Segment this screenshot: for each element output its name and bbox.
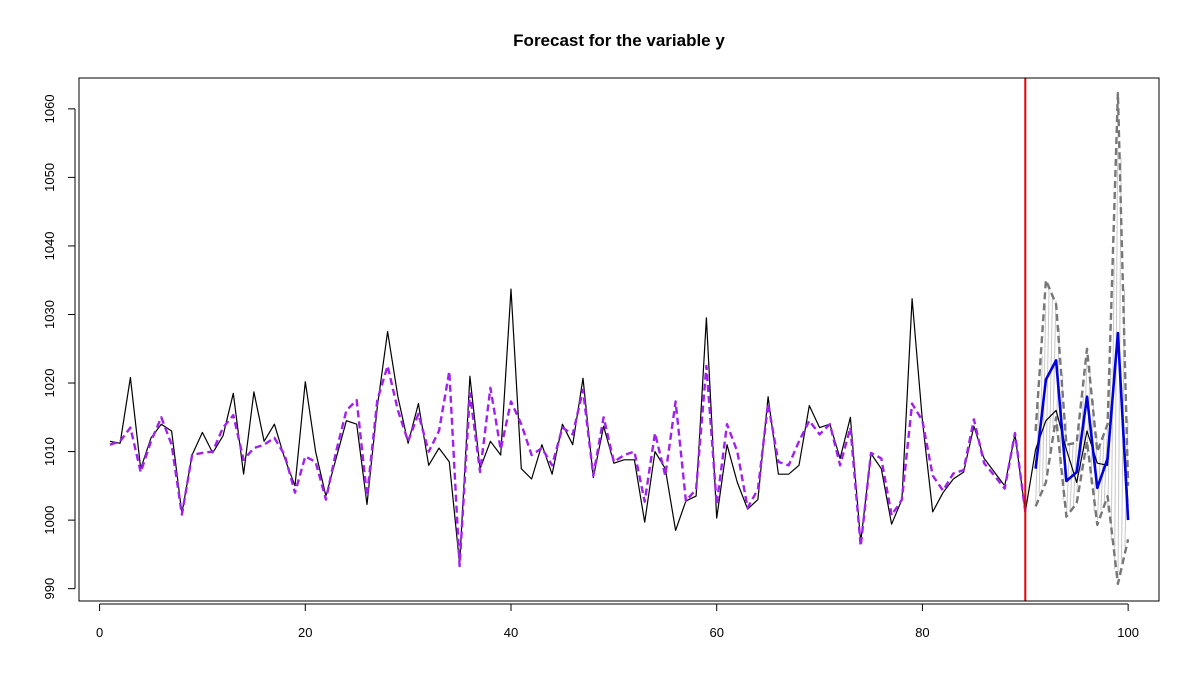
y-tick-label: 1000 <box>42 506 57 535</box>
x-tick-label: 0 <box>96 625 103 640</box>
y-tick-label: 1010 <box>42 437 57 466</box>
y-tick-label: 1020 <box>42 369 57 398</box>
series-line-upper <box>1034 91 1130 486</box>
series-line-fitted <box>109 364 1027 568</box>
x-tick-label: 60 <box>709 625 723 640</box>
y-tick-label: 1050 <box>42 163 57 192</box>
prediction-interval-hatch <box>1035 148 1129 577</box>
series-line-actual <box>109 288 1129 565</box>
x-tick-label: 40 <box>504 625 518 640</box>
series-line-lower <box>1034 416 1130 586</box>
y-tick-label: 1030 <box>42 300 57 329</box>
series-line-forecast <box>1034 331 1130 521</box>
axes-layer: 0 20 40 60 80 100 990 1000 1010 1020 1030 1040 1050 1… <box>42 94 1139 640</box>
x-tick-label: 100 <box>1117 625 1139 640</box>
y-tick-label: 1060 <box>42 94 57 123</box>
x-tick-label: 20 <box>298 625 312 640</box>
chart-title: Forecast for the variable y <box>513 31 725 50</box>
y-tick-label: 1040 <box>42 231 57 260</box>
x-tick-label: 80 <box>915 625 929 640</box>
series-layer <box>109 78 1130 601</box>
y-tick-label: 990 <box>42 578 57 600</box>
plot-frame <box>78 77 1160 602</box>
